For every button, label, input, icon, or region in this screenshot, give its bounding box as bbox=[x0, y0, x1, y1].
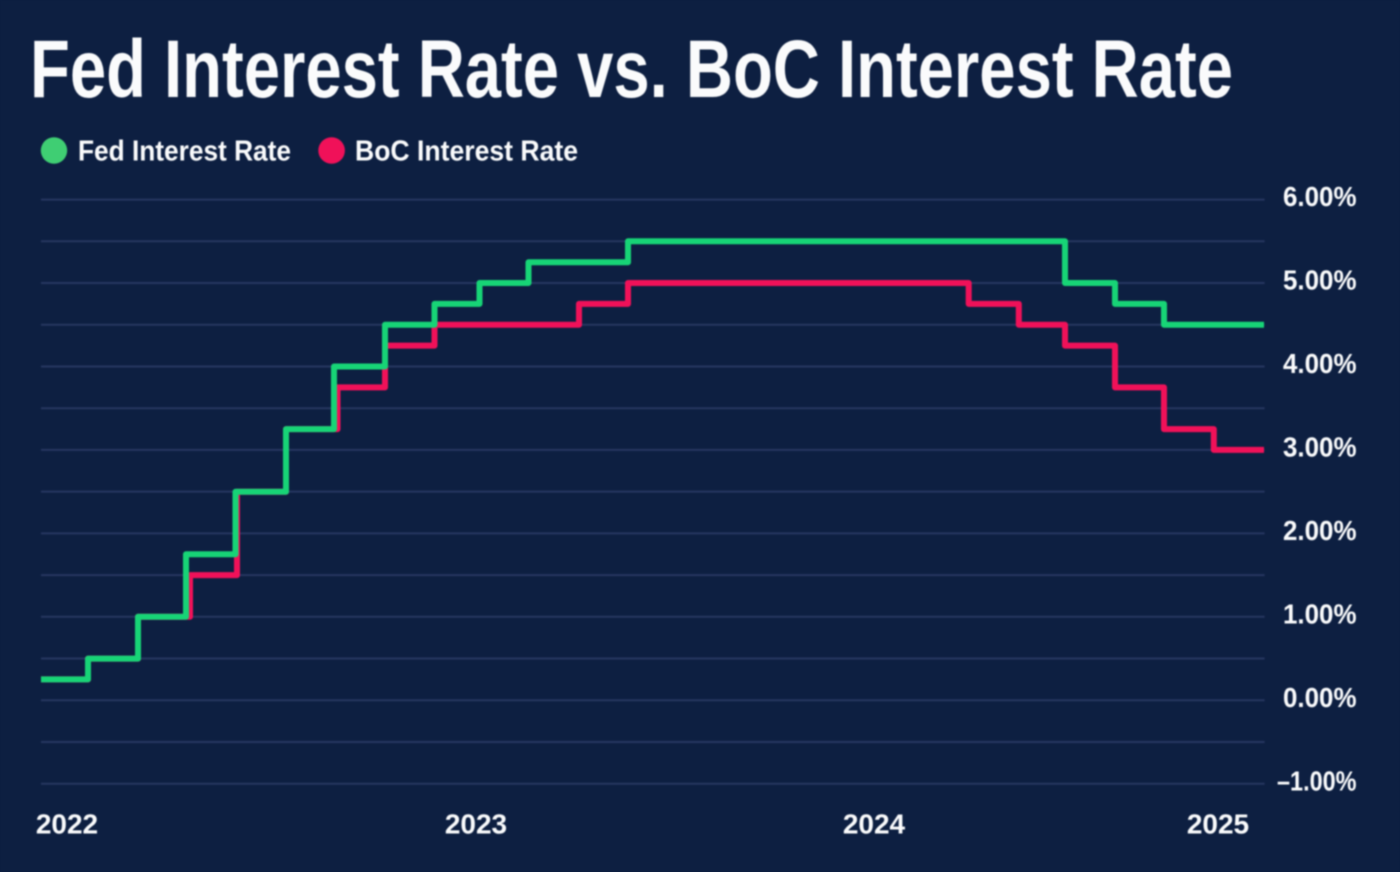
svg-text:2024: 2024 bbox=[843, 809, 906, 840]
svg-text:2022: 2022 bbox=[36, 809, 98, 840]
svg-text:2.00%: 2.00% bbox=[1283, 515, 1357, 546]
svg-text:1.00%: 1.00% bbox=[1283, 598, 1357, 629]
svg-text:2025: 2025 bbox=[1187, 809, 1249, 840]
svg-text:5.00%: 5.00% bbox=[1283, 265, 1357, 296]
svg-text:BoC Interest Rate: BoC Interest Rate bbox=[355, 135, 578, 167]
svg-text:–1.00%: –1.00% bbox=[1277, 765, 1357, 796]
svg-text:3.00%: 3.00% bbox=[1283, 431, 1357, 462]
svg-text:Fed Interest Rate vs. BoC Inte: Fed Interest Rate vs. BoC Interest Rate bbox=[30, 24, 1233, 115]
svg-text:2023: 2023 bbox=[445, 809, 507, 840]
svg-text:Fed Interest Rate: Fed Interest Rate bbox=[78, 135, 291, 167]
svg-text:6.00%: 6.00% bbox=[1283, 181, 1357, 212]
svg-text:4.00%: 4.00% bbox=[1283, 348, 1357, 379]
svg-text:0.00%: 0.00% bbox=[1283, 682, 1357, 713]
